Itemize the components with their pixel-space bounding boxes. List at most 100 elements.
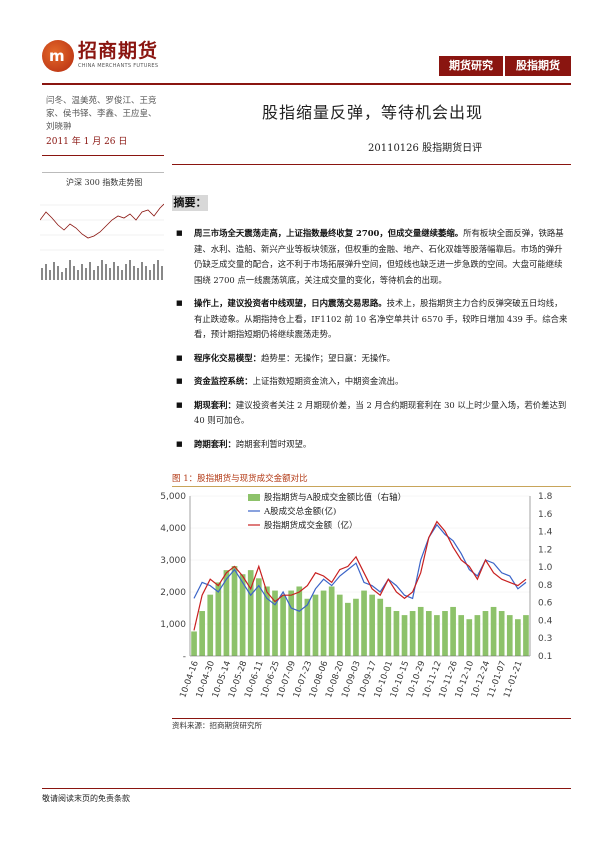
logo-mark-icon: m (42, 40, 74, 72)
bullet-spot-arbitrage: 期现套利：建议投资者关注 2 月期现价差，当 2 月合约期现套利在 30 以上时… (176, 398, 570, 429)
y-left-tick-label: 4,000 (160, 524, 186, 534)
y-right-tick-label: 0.3 (538, 634, 552, 644)
bullet-text: 建议投资者关注 2 月期现价差，当 2 月合约期现套利在 30 以上时少量入场，… (194, 399, 567, 426)
ratio-bar (466, 619, 473, 656)
bullet-lead: 操作上，建议投资者中线观望，日内震荡交易思路。 (194, 298, 387, 308)
title-divider (172, 164, 571, 165)
abstract-label: 摘要： (172, 195, 208, 211)
author-list: 闫冬、温美苑、罗俊江、王竞家、侯书铎、李鑫、王应皇、刘晓翀 (46, 96, 157, 132)
ratio-bar (328, 586, 335, 656)
ratio-bar (296, 586, 303, 656)
a-share-turnover-line (193, 523, 527, 612)
ratio-bar (264, 586, 270, 656)
logo-english: CHINA MERCHANTS FUTURES (78, 63, 159, 69)
ratio-bar (336, 594, 343, 656)
footer-divider (42, 788, 571, 789)
y-right-tick-label: 1.8 (538, 492, 553, 502)
y-left-tick-label: 5,000 (160, 492, 186, 502)
ratio-bar (207, 594, 214, 656)
mini-volume-bars (41, 260, 163, 280)
y-right-tick-label: 1.4 (538, 528, 553, 538)
legend-futures-label: 股指期货成交金额（亿） (264, 520, 358, 531)
ratio-bar (191, 631, 197, 656)
ratio-bar (458, 615, 465, 656)
ratio-bar (385, 606, 392, 656)
ratio-bar (490, 606, 497, 656)
mini-index-line (40, 203, 164, 239)
sidebar-divider-2 (42, 172, 164, 173)
ratio-bar (247, 570, 254, 656)
report-subtitle: 20110126 股指期货日评 (368, 143, 483, 154)
ratio-bar (377, 598, 384, 656)
mini-chart-title: 沪深 300 指数走势图 (66, 178, 143, 187)
logo-name: 招商期货 (78, 40, 159, 62)
legend-ratio-swatch (248, 494, 260, 501)
bullet-text: 跨期套利暂时观望。 (235, 438, 312, 449)
bullet-operation-advice: 操作上，建议投资者中线观望，日内震荡交易思路。技术上，股指期货主力合约反弹突破五… (176, 296, 570, 343)
y-right-tick-label: 0.4 (538, 616, 553, 626)
report-date: 2011 年 1 月 26 日 (46, 137, 128, 147)
sidebar-divider (42, 155, 164, 156)
y-left-tick-label: - (183, 652, 186, 662)
ratio-bar (239, 574, 246, 656)
ratio-bar (442, 611, 448, 656)
legend-ratio-label: 股指期货与A股成交金额比值（右轴） (264, 492, 406, 503)
y-right-tick-label: 1.0 (538, 563, 553, 573)
ratio-bar (345, 602, 351, 656)
y-right-tick-label: 1.6 (538, 510, 553, 520)
bullet-calendar-arbitrage: 跨期套利：跨期套利暂时观望。 (176, 437, 570, 453)
ratio-bar (280, 594, 286, 656)
y-right-tick-label: 0.8 (538, 581, 553, 591)
ratio-bar (199, 611, 205, 656)
ratio-bar (304, 598, 311, 656)
tab-futures-research[interactable]: 期货研究 (439, 56, 503, 76)
bullet-lead: 跨期套利： (194, 438, 236, 449)
ratio-bar (425, 611, 432, 656)
bullet-lead: 程序化交易模型： (194, 352, 261, 363)
ratio-bar (482, 611, 489, 656)
ratio-bar (312, 594, 319, 656)
ratio-bar (417, 606, 424, 656)
ratio-bar (474, 615, 481, 656)
ratio-bar (498, 611, 505, 656)
bullet-fund-monitor: 资金监控系统：上证指数短期资金流入，中期资金流出。 (176, 374, 570, 390)
ratio-bar (393, 611, 400, 656)
ratio-bar (215, 582, 222, 656)
bullet-program-trading: 程序化交易模型：趋势星：无操作；望日赢：无操作。 (176, 351, 570, 367)
ratio-bar (523, 615, 529, 656)
ratio-bar (288, 590, 295, 656)
ratio-bar (506, 615, 513, 656)
company-logo: m 招商期货 CHINA MERCHANTS FUTURES (42, 38, 192, 76)
y-left-tick-label: 3,000 (160, 556, 186, 566)
ratio-bar (320, 590, 327, 656)
logo-mark-text: m (49, 47, 65, 65)
disclaimer-note: 敬请阅读末页的免责条款 (42, 794, 130, 803)
ratio-bar (515, 619, 521, 656)
report-headline: 股指缩量反弹，等待机会出现 (262, 103, 484, 122)
futures-turnover-line (193, 520, 527, 631)
index-trend-mini-chart (40, 190, 164, 282)
abstract-bullets: 周三市场全天震荡走高，上证指数最终收复 2700，但成交量继续萎缩。所有板块全面… (176, 226, 570, 460)
tab-index-futures[interactable]: 股指期货 (505, 56, 571, 76)
ratio-bar (409, 611, 416, 656)
y-right-tick-label: 0.6 (538, 599, 553, 609)
ratio-bar (353, 598, 359, 656)
bullet-lead: 资金监控系统： (194, 376, 253, 386)
bullet-lead: 周三市场全天震荡走高，上证指数最终收复 2700，但成交量继续萎缩。 (194, 228, 464, 238)
y-right-tick-label: 1.2 (538, 545, 552, 555)
ratio-bar (434, 615, 440, 656)
y-right-tick-label: 0.1 (538, 652, 552, 662)
bullet-market-summary: 周三市场全天震荡走高，上证指数最终收复 2700，但成交量继续萎缩。所有板块全面… (176, 226, 570, 288)
turnover-comparison-chart: 5,000 4,000 3,000 2,000 1,000 - 1.8 1.6 1.4 1.2 1.… (160, 492, 553, 699)
header-divider (42, 83, 571, 85)
figure-source: 资料来源：招商期货研究所 (172, 721, 262, 730)
ratio-bar (450, 606, 456, 656)
y-left-tick-label: 2,000 (160, 588, 186, 598)
bullet-text: 趋势星：无操作；望日赢：无操作。 (261, 352, 395, 363)
y-left-tick-label: 1,000 (160, 620, 186, 630)
ratio-bar (361, 590, 367, 656)
ratio-bar (369, 594, 375, 656)
ratio-bar (401, 615, 408, 656)
ratio-bar (272, 590, 278, 656)
bullet-text: 技术上，股指期货主力合约反弹突破五日均线，有止跌迹象。从期指持仓上看，IF110… (194, 298, 568, 339)
